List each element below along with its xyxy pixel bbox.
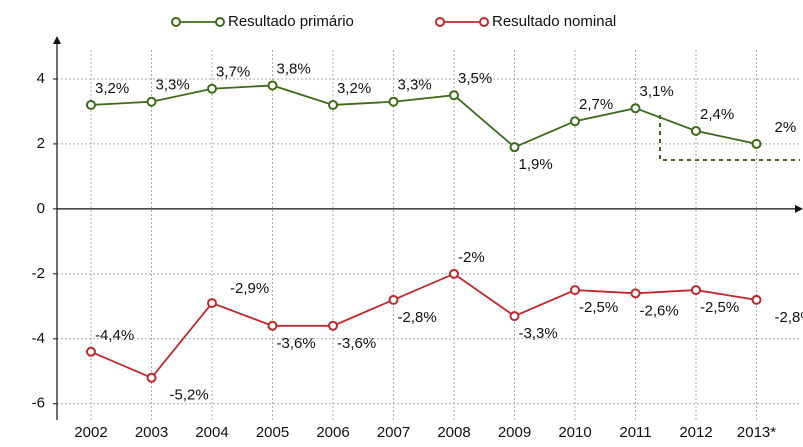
point — [632, 104, 640, 112]
data-label: 2% — [775, 119, 797, 136]
x-tick-label: 2003 — [135, 424, 168, 441]
point — [753, 296, 761, 304]
point — [571, 286, 579, 294]
legend-marker — [216, 18, 224, 26]
data-label: 3,2% — [337, 80, 371, 97]
data-label: -2,6% — [640, 302, 679, 319]
data-label: -3,3% — [519, 325, 558, 342]
y-tick-label: 0 — [37, 200, 45, 217]
point — [390, 296, 398, 304]
data-label: -5,2% — [170, 387, 209, 404]
x-tick-label: 2012 — [679, 424, 712, 441]
y-tick-label: 4 — [37, 70, 45, 87]
point — [632, 289, 640, 297]
point — [571, 117, 579, 125]
x-tick-label: 2005 — [256, 424, 289, 441]
data-label: 3,3% — [398, 77, 432, 94]
point — [148, 98, 156, 106]
x-tick-label: 2013* — [737, 424, 776, 441]
data-label: 1,9% — [519, 156, 553, 173]
data-label: -2% — [458, 249, 485, 266]
data-label: 2,7% — [579, 96, 613, 113]
point — [208, 299, 216, 307]
legend-marker — [436, 18, 444, 26]
x-tick-label: 2011 — [619, 424, 651, 441]
data-label: -2,8% — [398, 309, 437, 326]
data-label: 3,1% — [640, 83, 674, 100]
data-label: 3,2% — [95, 80, 129, 97]
data-label: -4,4% — [95, 327, 134, 344]
data-label: 3,5% — [458, 70, 492, 87]
x-tick-label: 2009 — [498, 424, 531, 441]
x-tick-label: 2008 — [437, 424, 470, 441]
x-tick-label: 2002 — [74, 424, 107, 441]
point — [692, 127, 700, 135]
data-label: -2,8% — [775, 309, 803, 326]
point — [511, 312, 519, 320]
point — [450, 270, 458, 278]
data-label: -3,6% — [337, 335, 376, 352]
point — [390, 98, 398, 106]
data-label: -2,9% — [230, 280, 269, 297]
point — [87, 101, 95, 109]
data-label: 3,3% — [156, 77, 190, 94]
x-tick-label: 2007 — [377, 424, 410, 441]
point — [511, 143, 519, 151]
point — [269, 81, 277, 89]
data-label: 2,4% — [700, 106, 734, 123]
legend-marker — [480, 18, 488, 26]
x-tick-label: 2006 — [316, 424, 349, 441]
legend-label: Resultado nominal — [492, 13, 616, 30]
point — [269, 322, 277, 330]
data-label: -2,5% — [579, 299, 618, 316]
point — [148, 374, 156, 382]
point — [208, 85, 216, 93]
point — [692, 286, 700, 294]
point — [753, 140, 761, 148]
legend-label: Resultado primário — [228, 13, 354, 30]
legend-marker — [172, 18, 180, 26]
point — [450, 91, 458, 99]
data-label: 3,7% — [216, 64, 250, 81]
y-axis-arrow — [53, 36, 61, 44]
data-label: -3,6% — [277, 335, 316, 352]
y-tick-label: -6 — [32, 395, 45, 412]
y-tick-label: 2 — [37, 135, 45, 152]
point — [87, 348, 95, 356]
point — [329, 101, 337, 109]
data-label: -2,5% — [700, 299, 739, 316]
y-tick-label: -4 — [32, 330, 45, 347]
x-axis-arrow — [795, 205, 803, 213]
data-label: 3,8% — [277, 60, 311, 77]
y-tick-label: -2 — [32, 265, 45, 282]
x-tick-label: 2010 — [558, 424, 591, 441]
x-tick-label: 2004 — [195, 424, 228, 441]
point — [329, 322, 337, 330]
